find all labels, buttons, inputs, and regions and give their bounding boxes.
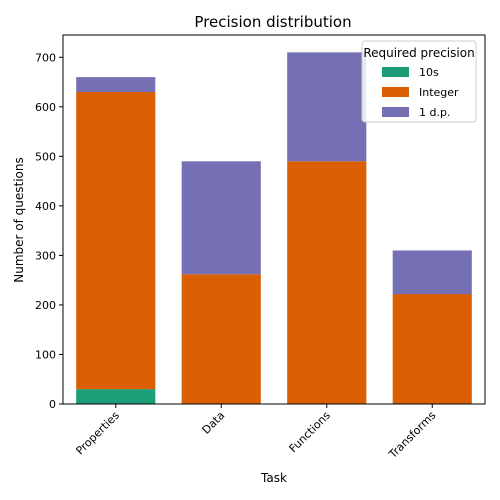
x-tick-label: Functions [287,409,334,456]
y-tick-label: 400 [35,200,56,213]
legend-label-integer: Integer [419,86,459,99]
y-tick-label: 500 [35,150,56,163]
y-tick-label: 100 [35,348,56,361]
legend-box [361,40,477,123]
x-tick-label: Properties [73,409,122,458]
bar-properties-10s [76,389,156,404]
y-tick-label: 200 [35,299,56,312]
bar-data-1-d-p- [181,161,261,275]
x-axis-label: Task [260,471,287,485]
y-tick-label: 0 [49,398,56,411]
legend-swatch-10s [382,67,409,77]
y-tick-label: 700 [35,51,56,64]
legend: Required precision 10s Integer 1 d.p. [361,40,477,123]
legend-title: Required precision [363,46,474,60]
legend-label-10s: 10s [419,66,439,79]
legend-swatch-1-d-p- [382,107,409,117]
bar-properties-integer [76,91,156,390]
bar-functions-1-d-p- [287,52,367,162]
bar-properties-1-d-p- [76,77,156,92]
chart-title: Precision distribution [194,13,351,31]
y-tick-label: 600 [35,101,56,114]
x-tick-label: Data [200,409,228,437]
legend-swatch-integer [382,87,409,97]
bar-transforms-1-d-p- [392,250,472,295]
axes-frame [62,34,486,405]
legend-label-1-d-p-: 1 d.p. [419,106,450,119]
bar-transforms-integer [392,294,472,404]
x-tick-label: Transforms [386,409,439,462]
bar-functions-integer [287,161,367,404]
y-axis-label: Number of questions [12,157,26,283]
y-tick-label: 300 [35,249,56,262]
bar-data-integer [181,274,261,404]
